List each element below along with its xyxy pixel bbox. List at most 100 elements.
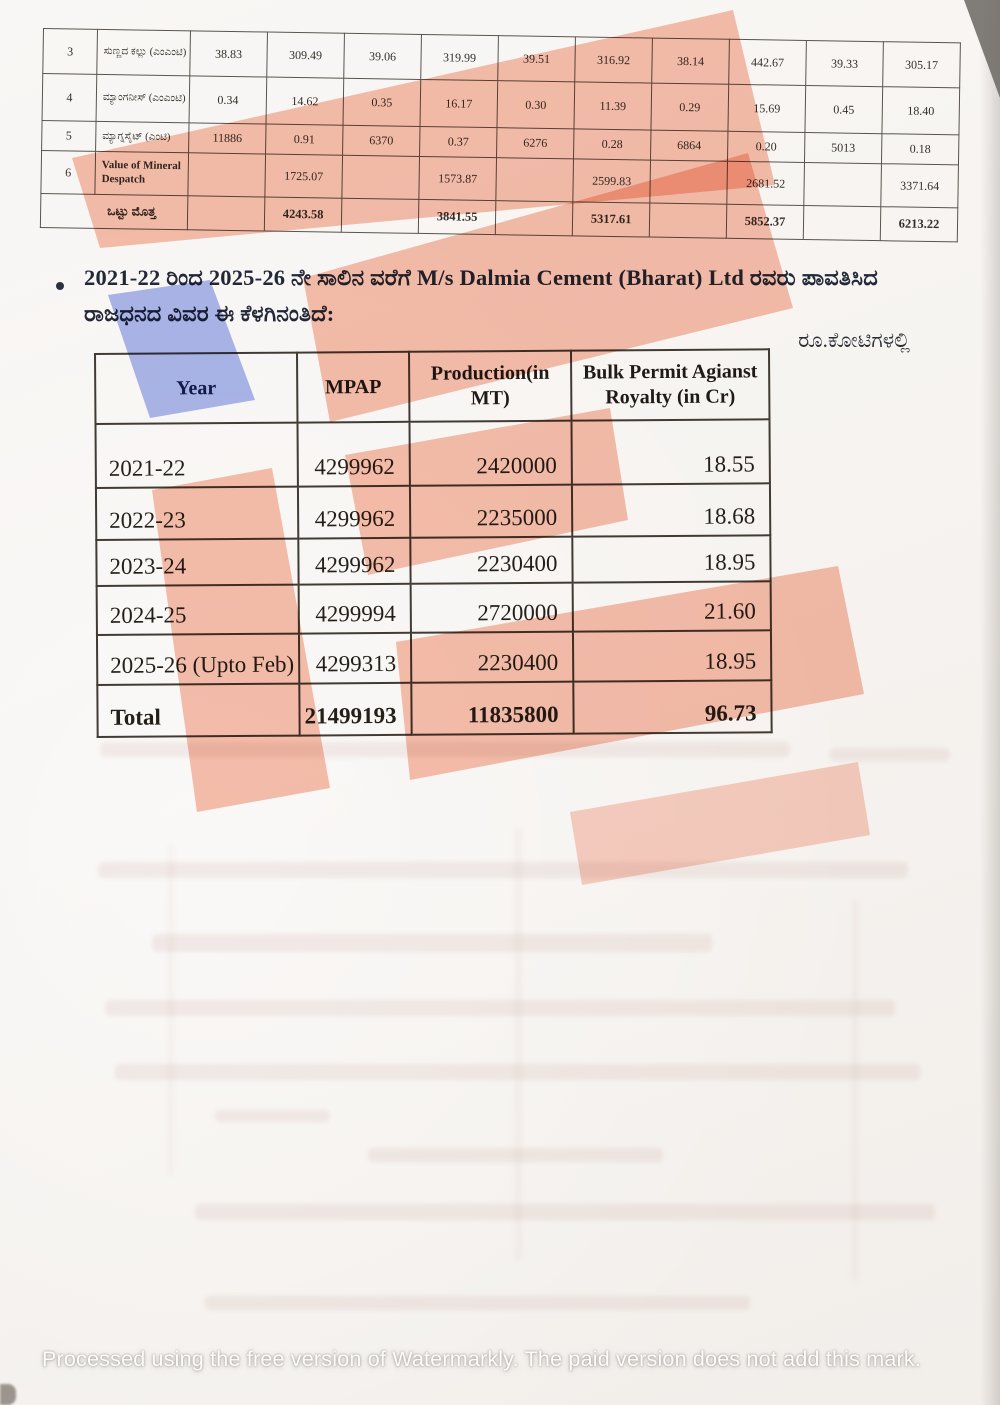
cell: [187, 195, 265, 232]
bleedthrough-text-line: [830, 748, 950, 761]
cell: 38.14: [651, 38, 730, 85]
cell: 4243.58: [264, 197, 342, 233]
cell-production: 2230400: [410, 536, 573, 584]
cell-royalty: 21.60: [572, 581, 771, 632]
cell-production: 2420000: [409, 420, 572, 486]
bleedthrough-text-line: [195, 1204, 935, 1220]
column-header-production: Production(in MT): [408, 350, 572, 422]
cell-mpap: 4299313: [298, 632, 412, 684]
total-production: 11835800: [411, 681, 574, 735]
cell: 18.40: [881, 86, 960, 135]
cell-royalty: 18.55: [571, 419, 770, 485]
bleedthrough-text-line: [98, 862, 908, 878]
cell: 5013: [804, 132, 882, 164]
royalty-payment-table: Year MPAP Production(in MT) Bulk Permit …: [94, 348, 773, 738]
cell: 0.91: [265, 124, 344, 156]
cell: 2599.83: [572, 158, 651, 204]
cell: 11.39: [573, 81, 652, 131]
table-row: 2021-22 4299962 2420000 18.55: [95, 419, 770, 488]
paper-crease: [852, 900, 858, 1280]
cell: 316.92: [574, 36, 653, 84]
cell: 442.67: [728, 39, 807, 86]
total-mpap: 21499193: [299, 682, 412, 736]
bleedthrough-text-line: [152, 934, 712, 952]
cell: 0.34: [189, 75, 267, 125]
mineral-name: ಮ್ಯಾಂಗನೀಸ್ (ಎಂಎಂಟಿ): [96, 74, 190, 123]
cell: 319.99: [420, 34, 499, 81]
cell: 0.45: [804, 85, 883, 134]
cell: 305.17: [882, 41, 961, 88]
cell: 0.20: [727, 131, 805, 163]
cell: 2681.52: [726, 161, 805, 206]
cell: 5317.61: [572, 201, 650, 238]
units-note: ರೂ.ಕೋಟಿಗಳಲ್ಲಿ: [798, 328, 910, 352]
cell: 11886: [188, 122, 267, 155]
cell-year: 2024-25: [96, 584, 299, 635]
cell: [803, 205, 881, 241]
cell: 6864: [650, 130, 728, 162]
cell-mpap: 4299962: [297, 485, 411, 539]
total-label: ಒಟ್ಟು ಮೊತ್ತ: [40, 193, 188, 230]
table-total-row: Total 21499193 11835800 96.73: [97, 680, 772, 737]
row-number: 6: [40, 150, 96, 195]
cell-mpap: 4299994: [298, 583, 411, 634]
row-number: 3: [42, 28, 98, 75]
cell-year: 2025-26 (Upto Feb): [96, 633, 300, 685]
total-label: Total: [97, 683, 300, 737]
cell: 14.62: [266, 77, 344, 126]
cell-year: 2021-22: [95, 422, 298, 488]
table-row: 2025-26 (Upto Feb) 4299313 2230400 18.95: [96, 630, 772, 685]
cell: 6213.22: [880, 206, 958, 242]
cell: 3841.55: [418, 199, 496, 235]
cell-royalty: 18.95: [572, 630, 772, 682]
cell: [803, 162, 882, 207]
cell-royalty: 18.95: [572, 535, 771, 583]
cell: 0.29: [650, 83, 729, 132]
cell: 39.51: [497, 35, 576, 82]
bleedthrough-text-line: [368, 1148, 663, 1162]
cell-production: 2230400: [410, 631, 574, 683]
cell-production: 2720000: [410, 582, 573, 633]
mineral-name: ಸುಣ್ಣದ ಕಲ್ಲು (ಎಂಎಂಟಿ): [96, 29, 191, 76]
cell-mpap: 4299962: [297, 421, 410, 487]
cell: 3371.64: [880, 163, 959, 208]
table-row: 2022-23 4299962 2235000 18.68: [95, 483, 771, 540]
table-row: 2023-24 4299962 2230400 18.95: [96, 535, 771, 586]
paper-crease: [168, 845, 174, 1175]
paper-crease: [515, 830, 522, 1260]
cell: [341, 198, 419, 234]
watermarkly-footer-text: Processed using the free version of Wate…: [42, 1347, 922, 1371]
cell: [495, 157, 574, 202]
cell: 15.69: [727, 84, 806, 133]
column-header-mpap: MPAP: [297, 351, 410, 423]
cell: [495, 200, 573, 236]
cell: 39.33: [805, 40, 884, 87]
cell: 1573.87: [418, 156, 497, 201]
cell: 38.83: [189, 30, 268, 78]
bullet-point-marker: [56, 282, 64, 290]
cell: 6276: [496, 127, 574, 159]
cell: [341, 155, 420, 200]
mineral-name: Value of Mineral Despatch: [94, 151, 189, 196]
cell-production: 2235000: [409, 484, 573, 538]
cell: [187, 152, 266, 198]
royalty-paragraph: 2021-22 ರಿಂದ 2025-26 ನೇ ಸಾಲಿನ ವರೆಗೆ M/s …: [84, 265, 878, 326]
cell: 39.06: [343, 33, 422, 80]
table-row: 2024-25 4299994 2720000 21.60: [96, 581, 771, 635]
mineral-name: ಮ್ಯಾಗ್ನಸೈಟ್ (ಎಂಟಿ): [95, 121, 190, 153]
row-number: 5: [41, 120, 97, 152]
cell: 16.17: [420, 79, 498, 128]
bleedthrough-text-line: [205, 1296, 750, 1310]
mineral-production-table: 3 ಸುಣ್ಣದ ಕಲ್ಲು (ಎಂಎಂಟಿ) 38.83 309.49 39.…: [40, 28, 961, 242]
cell: 0.30: [496, 80, 575, 129]
cell: 0.35: [343, 78, 421, 127]
cell: 1725.07: [264, 154, 343, 199]
cell: 6370: [342, 125, 421, 157]
bleedthrough-text-line: [100, 742, 790, 757]
bleedthrough-text-line: [115, 1064, 920, 1080]
total-royalty: 96.73: [573, 680, 772, 734]
column-header-bulk-permit: Bulk Permit Agianst Royalty (in Cr): [570, 349, 770, 421]
cell-royalty: 18.68: [571, 483, 771, 537]
bleedthrough-text-line: [105, 1000, 895, 1016]
